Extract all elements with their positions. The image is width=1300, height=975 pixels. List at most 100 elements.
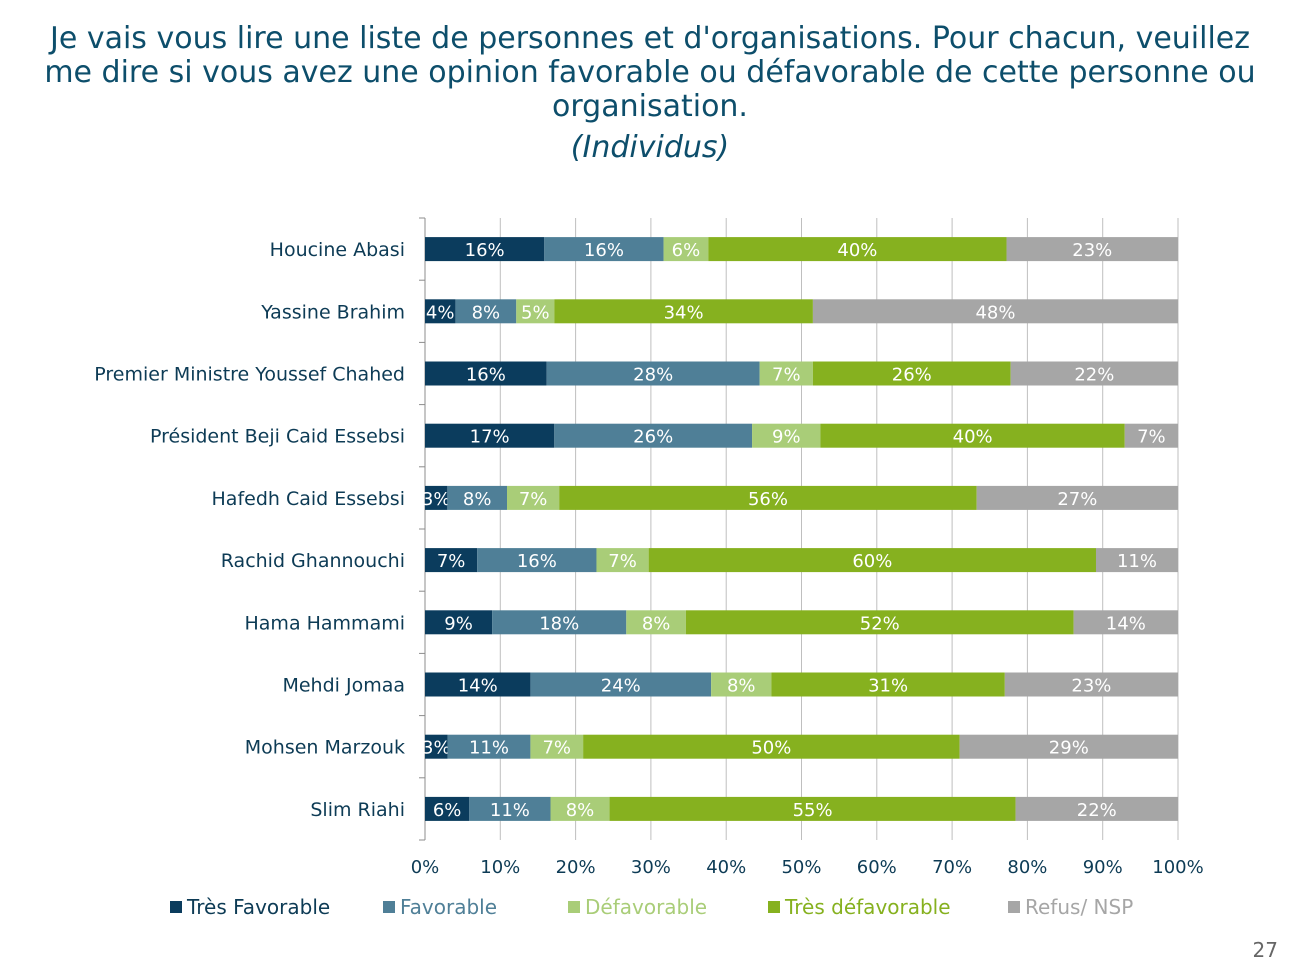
data-label: 27% — [1057, 489, 1097, 510]
data-label: 4% — [426, 302, 455, 323]
data-label: 11% — [1117, 551, 1157, 572]
x-tick-label: 40% — [706, 857, 746, 878]
bar-segment — [492, 610, 627, 635]
bar-segment — [708, 237, 1007, 262]
data-label: 48% — [975, 302, 1015, 323]
x-tick-label: 100% — [1152, 857, 1203, 878]
data-label: 11% — [469, 738, 509, 759]
data-label: 6% — [433, 800, 462, 821]
bar-segment — [1010, 361, 1178, 386]
bar-segment — [425, 672, 531, 697]
bar-segment — [469, 796, 551, 821]
bar-segment — [812, 361, 1011, 386]
bar-segment — [507, 485, 560, 510]
bar-segment — [425, 610, 493, 635]
data-label: 8% — [463, 489, 492, 510]
bar-segment — [771, 672, 1005, 697]
data-label: 22% — [1074, 365, 1114, 386]
bar-segment — [685, 610, 1074, 635]
bar-segment — [425, 485, 448, 510]
data-label: 26% — [633, 427, 673, 448]
category-label: Mehdi Jomaa — [282, 675, 405, 697]
legend-item: Très Favorable — [170, 895, 330, 919]
bar-segment — [530, 734, 584, 759]
data-label: 56% — [748, 489, 788, 510]
bar-segment — [1015, 796, 1178, 821]
legend-label: Défavorable — [585, 895, 708, 919]
data-label: 24% — [601, 676, 641, 697]
data-label: 22% — [1077, 800, 1117, 821]
bar-segment — [711, 672, 772, 697]
data-label: 50% — [751, 738, 791, 759]
data-label: 7% — [542, 738, 571, 759]
bar-segment — [455, 299, 517, 324]
data-label: 60% — [852, 551, 892, 572]
data-label: 16% — [465, 240, 505, 261]
bar-segment — [425, 423, 555, 448]
x-tick-label: 30% — [631, 857, 671, 878]
category-label: Hama Hammami — [245, 612, 406, 634]
data-label: 16% — [517, 551, 557, 572]
data-label: 11% — [490, 800, 530, 821]
data-label: 7% — [519, 489, 548, 510]
category-label: Mohsen Marzouk — [245, 737, 405, 759]
x-tick-label: 70% — [932, 857, 972, 878]
data-label: 26% — [892, 365, 932, 386]
data-label: 16% — [466, 365, 506, 386]
bar-segment — [959, 734, 1178, 759]
data-label: 5% — [521, 302, 550, 323]
legend-label: Très Favorable — [187, 895, 331, 919]
chart-subtitle: (Individus) — [570, 130, 730, 165]
x-tick-label: 20% — [556, 857, 596, 878]
legend-swatch — [170, 901, 182, 913]
bar-segment — [1095, 548, 1178, 573]
data-label: 14% — [458, 676, 498, 697]
legend: Très Favorable Favorable Défavorable Très d… — [170, 895, 1170, 923]
chart-title: Je vais vous lire une liste de personnes… — [44, 21, 1256, 124]
data-label: 9% — [444, 613, 473, 634]
bar-segment — [1004, 672, 1178, 697]
data-label: 6% — [672, 240, 701, 261]
category-label: Premier Ministre Youssef Chahed — [94, 364, 405, 386]
data-label: 8% — [566, 800, 595, 821]
bar-segment — [812, 299, 1178, 324]
legend-label: Favorable — [400, 895, 498, 919]
category-label: Président Beji Caid Essebsi — [150, 426, 405, 448]
data-label: 7% — [772, 365, 801, 386]
data-label: 14% — [1106, 613, 1146, 634]
bar-segment — [516, 299, 555, 324]
bar-segment — [820, 423, 1125, 448]
bar-segment — [554, 299, 813, 324]
category-label: Rachid Ghannouchi — [221, 550, 405, 572]
legend-item: Refus/ NSP — [1008, 895, 1133, 919]
data-label: 7% — [1137, 427, 1166, 448]
data-label: 23% — [1072, 240, 1112, 261]
data-label: 7% — [437, 551, 466, 572]
bar-segment — [648, 548, 1096, 573]
data-label: 16% — [584, 240, 624, 261]
category-label: Slim Riahi — [310, 799, 405, 821]
bar-segment — [425, 734, 448, 759]
data-label: 55% — [793, 800, 833, 821]
bar-segment — [583, 734, 960, 759]
x-tick-label: 90% — [1083, 857, 1123, 878]
legend-item: Défavorable — [568, 895, 707, 919]
stacked-bar-chart: 0% 10% 20% 30% 40% 50% 60% 70% 80% 90% 100% Houcine… — [94, 217, 1204, 878]
data-label: 52% — [860, 613, 900, 634]
x-tick-label: 10% — [480, 857, 520, 878]
bar-segment — [1006, 237, 1178, 262]
data-label: 28% — [633, 365, 673, 386]
bar-segment — [530, 672, 712, 697]
bar-segment — [609, 796, 1016, 821]
data-label: 40% — [953, 427, 993, 448]
legend-swatch — [568, 901, 580, 913]
x-tick-label: 0% — [411, 857, 440, 878]
bar-segment — [1124, 423, 1178, 448]
bar-segment — [596, 548, 649, 573]
data-label: 17% — [470, 427, 510, 448]
page-number: 27 — [1252, 938, 1278, 962]
data-label: 8% — [472, 302, 501, 323]
x-tick-label: 80% — [1007, 857, 1047, 878]
bar-segment — [425, 237, 545, 262]
data-label: 29% — [1049, 738, 1089, 759]
